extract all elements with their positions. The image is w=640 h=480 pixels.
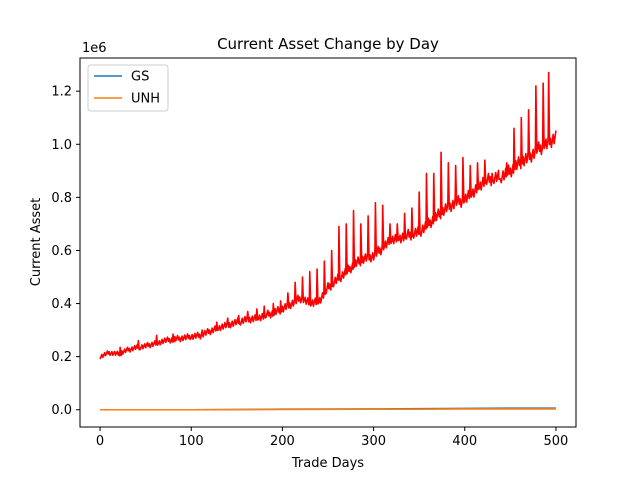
x-tick-label: 100 [179,434,204,449]
x-tick-label: 500 [544,434,569,449]
x-tick-label: 200 [270,434,295,449]
y-tick-label: 0.4 [51,297,72,312]
series-line [100,408,556,411]
y-tick-label: 1.0 [51,138,72,153]
legend-label: GS [131,70,149,85]
series-line [99,71,557,360]
y-offset-label: 1e6 [82,41,107,56]
series-layer [99,71,557,411]
y-axis: 0.0 0.2 0.4 0.6 0.8 1.0 1.2 [51,85,80,418]
plot-frame [79,57,577,428]
x-axis-label: Trade Days [291,456,364,471]
x-axis: 0 100 200 300 400 500 [96,427,568,449]
x-tick-label: 300 [361,434,386,449]
legend-label: UNH [131,92,160,107]
y-tick-label: 0.6 [51,244,72,259]
legend: GS UNH [87,64,169,112]
x-tick-label: 0 [96,434,104,449]
y-tick-label: 0.8 [51,191,72,206]
y-tick-label: 0.2 [51,350,72,365]
y-tick-label: 0.0 [51,403,72,418]
chart-title: Current Asset Change by Day [217,35,439,53]
y-tick-label: 1.2 [51,85,72,100]
x-tick-label: 400 [452,434,477,449]
y-axis-label: Current Asset [29,198,44,287]
